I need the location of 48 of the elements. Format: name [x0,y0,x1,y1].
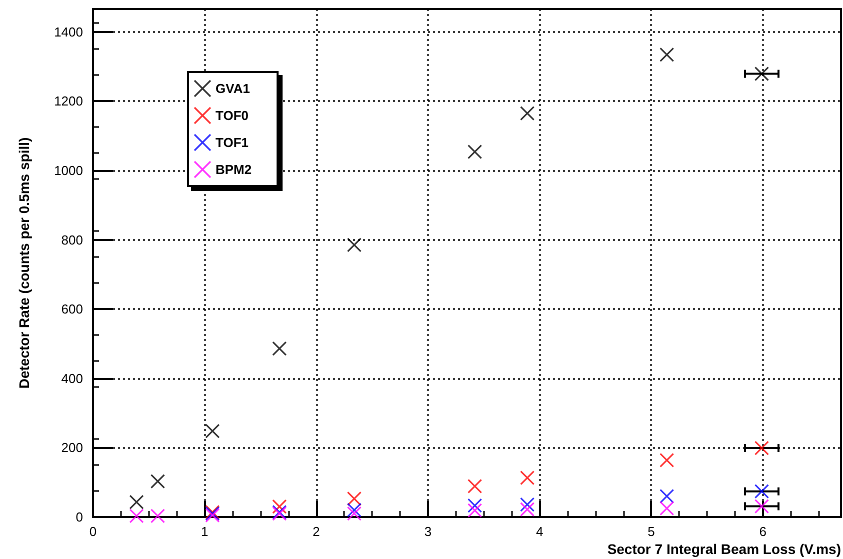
point [346,238,362,252]
point [520,497,535,512]
point [272,341,287,356]
point [150,474,166,489]
x-tick-label: 1 [201,524,208,539]
point [272,499,287,514]
point [754,440,770,456]
point [346,491,362,506]
legend-label: GVA1 [216,81,250,96]
x-tick-label: 2 [312,524,320,539]
x-tick-label: 0 [89,524,97,539]
point [468,478,482,494]
x-tick-label: 5 [648,524,655,539]
point [660,501,674,516]
y-axis-title: Detector Rate (counts per 0.5ms spill) [16,137,32,389]
point [205,424,220,438]
y-tick-label: 200 [61,440,83,456]
x-tick-label: 6 [759,524,766,539]
point [468,144,482,160]
point [520,502,535,517]
point [660,452,674,468]
point [129,508,144,524]
x-axis-title: Sector 7 Integral Beam Loss (V.ms) [607,541,841,557]
point [520,470,535,486]
x-tick-label: 4 [536,524,544,539]
point [754,66,770,82]
y-tick-label: 800 [61,232,83,248]
x-tick-label: 3 [424,524,432,539]
y-tick-label: 400 [61,370,83,386]
point [754,484,770,499]
point [660,488,674,504]
point [346,502,362,518]
y-tick-label: 1400 [54,24,83,40]
y-tick-label: 1000 [54,162,83,178]
point [754,498,770,514]
legend-label: TOF1 [216,135,248,150]
point [660,47,674,62]
y-tick-label: 0 [76,510,83,524]
y-tick-label: 600 [61,302,83,317]
point [346,506,362,521]
point [468,503,482,518]
legend-label: TOF0 [216,108,248,123]
point [129,494,144,510]
y-tick-label: 1200 [54,94,83,109]
legend-label: BPM2 [216,162,252,177]
point [520,106,535,121]
point [150,508,166,524]
point [468,498,482,513]
